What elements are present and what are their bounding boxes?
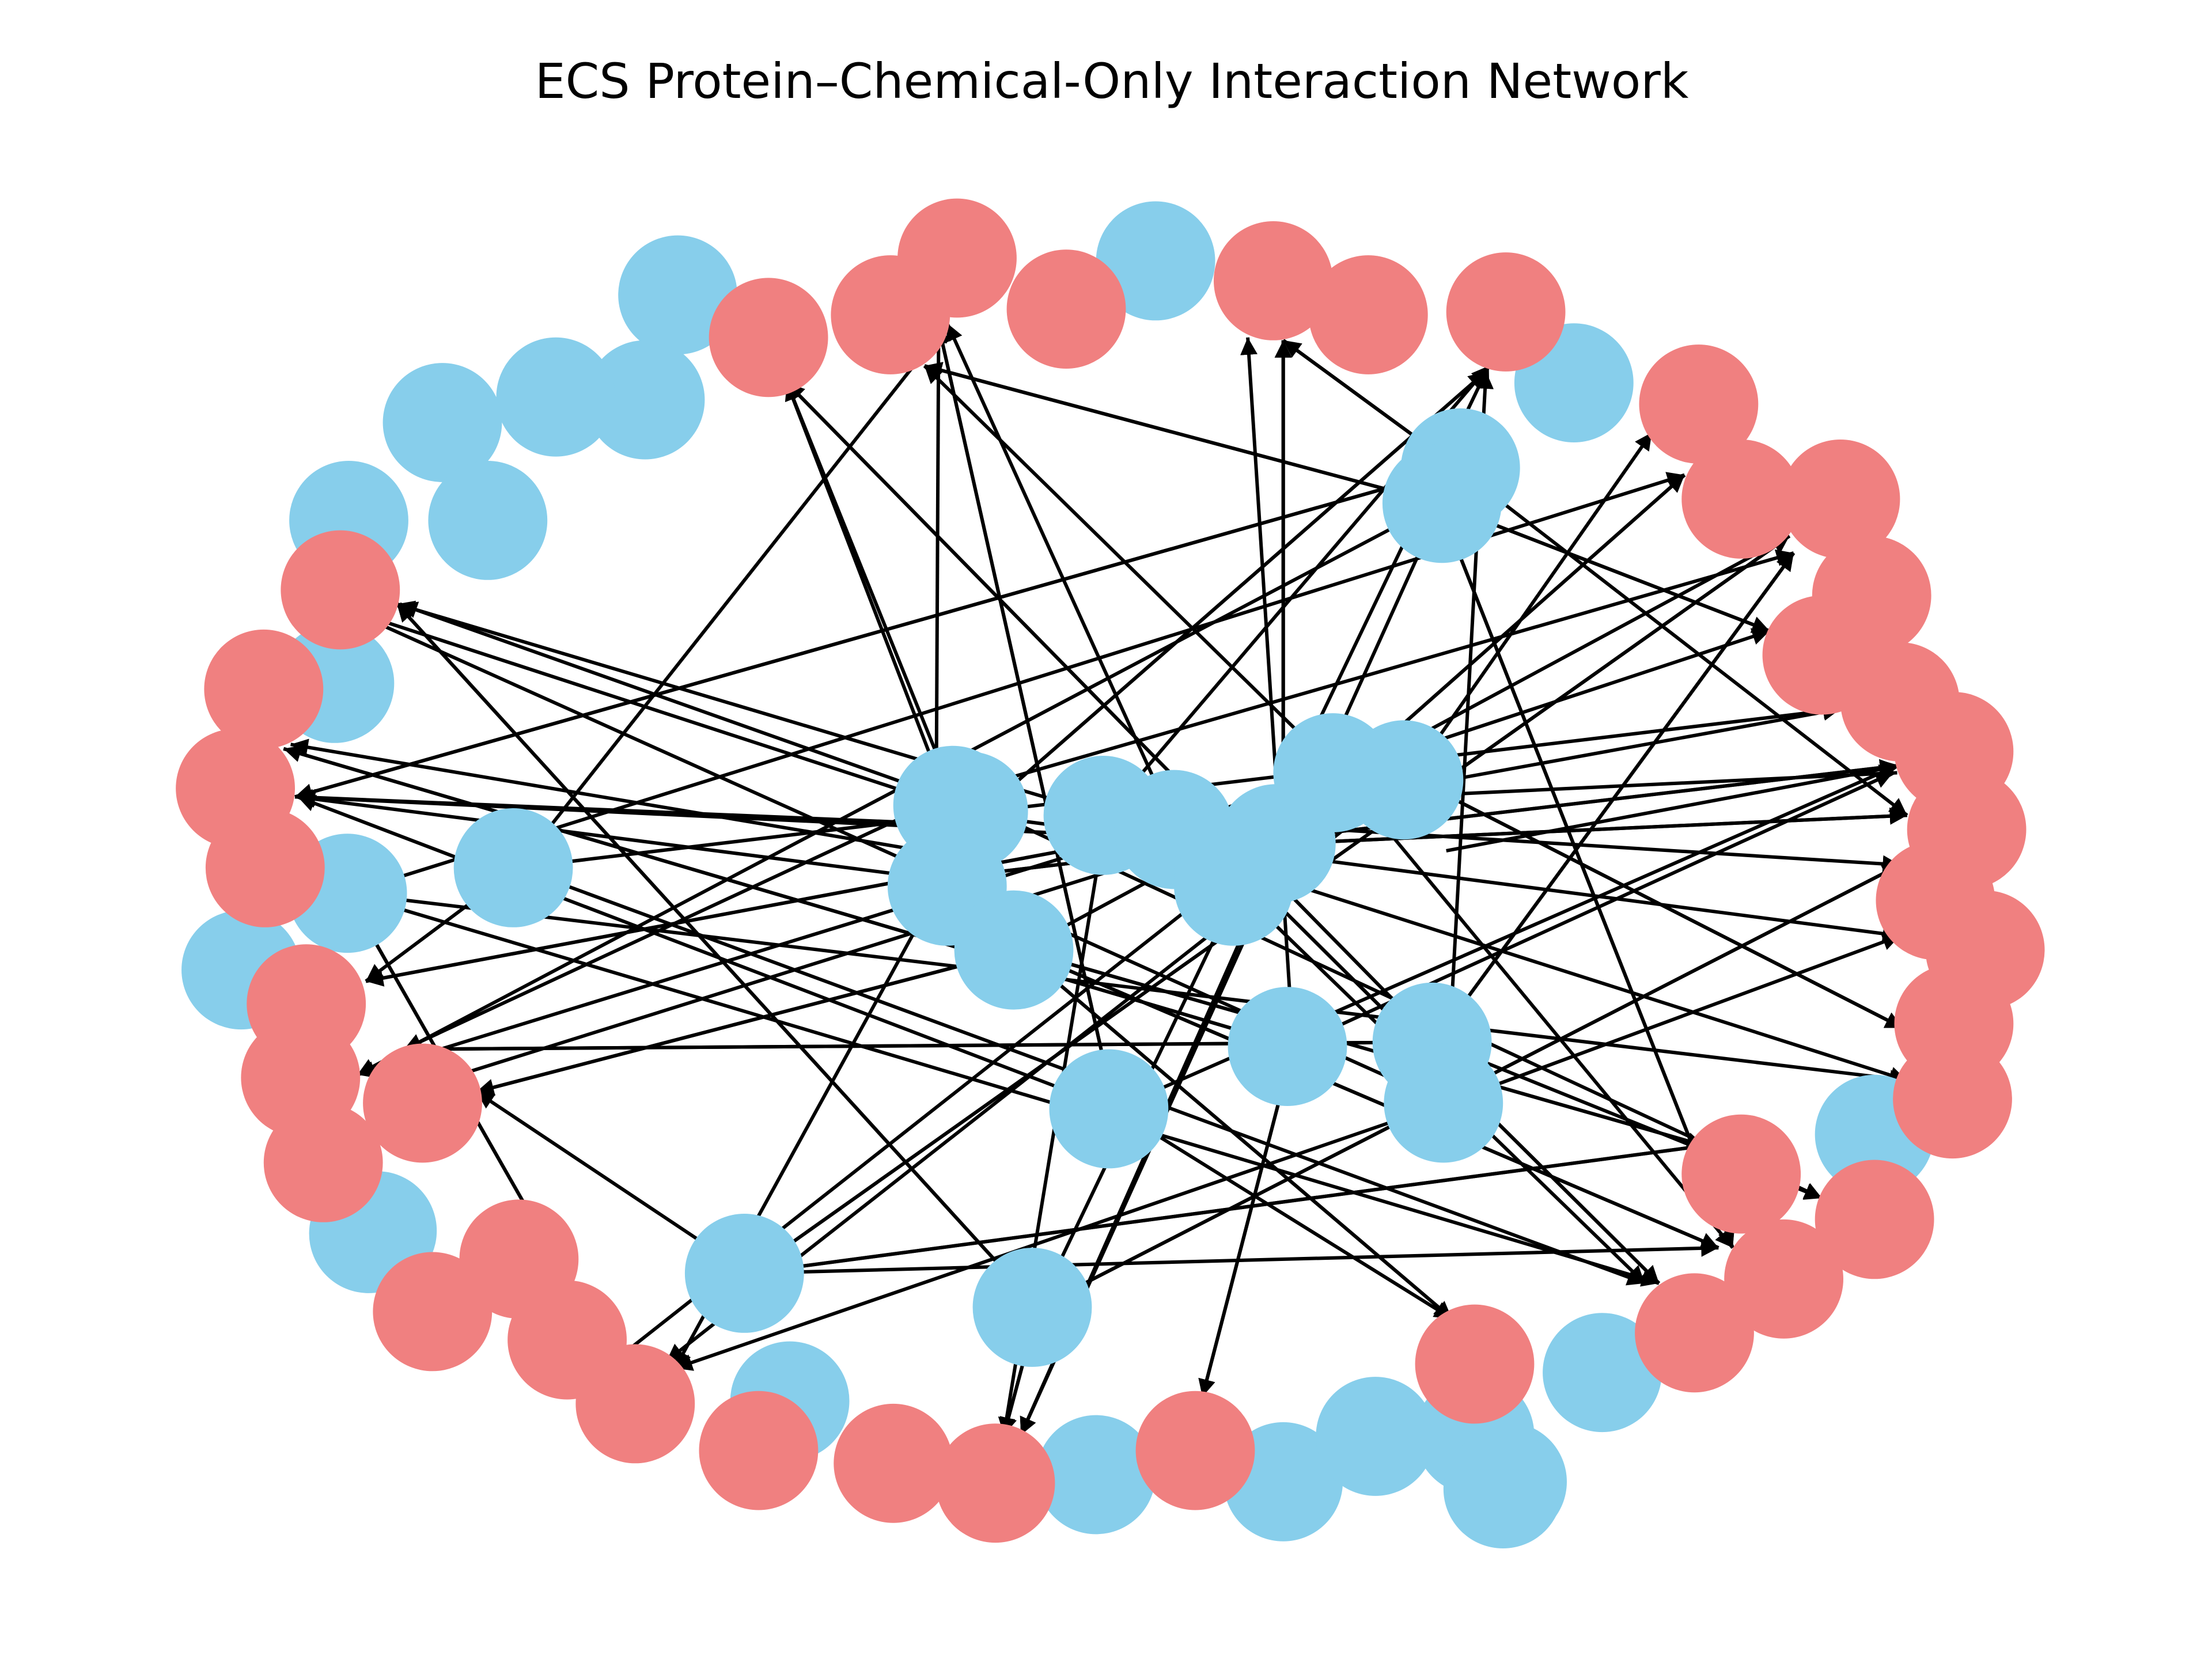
protein-node [1036,1415,1156,1535]
chemical-node [1635,1273,1754,1393]
protein-node [496,337,616,457]
protein-node [1382,444,1502,563]
chemical-node [1893,1039,2012,1159]
network-edge [1445,933,1901,1105]
chemical-node [709,278,828,397]
network-edge [1437,502,1734,1249]
network-edge [1020,948,1705,1150]
network-edge [347,607,979,817]
protein-node [428,461,548,580]
network-edge [785,381,1437,1044]
chemical-node [1781,440,1900,559]
network-edge [934,325,1116,1109]
network-edge [1019,467,1460,1436]
chemical-node [1006,249,1126,369]
protein-node [618,235,737,355]
protein-node [1049,1049,1169,1169]
network-edge [1453,764,1897,796]
network-edge [297,795,1115,1111]
network-edge [1446,760,1900,853]
network-edge [1456,466,1908,817]
chemical-node [373,1252,493,1372]
network-edge [945,322,1179,831]
chemical-node [1214,221,1333,340]
chemical-node [1415,1304,1535,1424]
protein-node [1316,1377,1435,1496]
chemical-node [1724,1219,1844,1339]
network-edge [1113,1107,1453,1320]
chemical-node [897,198,1017,318]
chemical-node [1446,252,1566,372]
chemical-node [459,1199,579,1319]
network-edge [283,745,1294,1048]
chemical-node [935,1423,1055,1543]
chemical-node [834,1403,953,1523]
protein-node [1096,201,1215,321]
network-edge [952,549,1794,796]
network-edge [297,789,908,824]
protein-node [1228,987,1347,1106]
network-edge [674,1101,1447,1371]
chemical-node [204,629,324,749]
chemical-node [247,944,366,1064]
network-edge [347,891,1908,1088]
chemical-node [363,1043,482,1163]
network-edge [297,790,936,881]
network-edge [1410,775,1904,1030]
network-edge [290,738,922,853]
protein-node [1384,1043,1503,1163]
chemical-node [1681,440,1801,559]
network-edge [1338,771,1734,1249]
chemical-node [1681,1114,1801,1234]
protein-node [585,340,705,460]
protein-node [1543,1313,1662,1433]
chemical-node [1639,344,1759,464]
chemical-node [1308,255,1428,374]
protein-node [684,1214,804,1333]
network-edge [924,362,1440,505]
network-edge [476,948,1022,1096]
network-edge [516,322,949,869]
protein-node [972,1248,1092,1367]
chemical-node [1815,1160,1934,1279]
network-edge [365,828,1177,987]
network-edge [399,601,937,796]
chemical-node [176,729,295,848]
protein-node [453,808,573,927]
chemical-node [1135,1391,1255,1510]
network-edge [785,382,931,752]
network-edge [347,891,1660,1287]
network-edge [1240,866,1908,1084]
network-edge [1409,431,1654,778]
nodes-layer [176,198,2045,1549]
protein-node [382,363,502,482]
protein-node [954,890,1074,1010]
protein-node [1344,720,1464,840]
network-edge [395,603,1040,1309]
protein-node [1443,1429,1563,1549]
graph-title: ECS Protein–Chemical-Only Interaction Ne… [535,53,1689,109]
network-edge [294,466,1459,801]
network-edge [1283,807,1907,846]
chemical-node [699,1391,819,1510]
network-edge [1433,552,1796,1043]
chemical-node [281,530,400,650]
network-edge [977,370,1487,817]
